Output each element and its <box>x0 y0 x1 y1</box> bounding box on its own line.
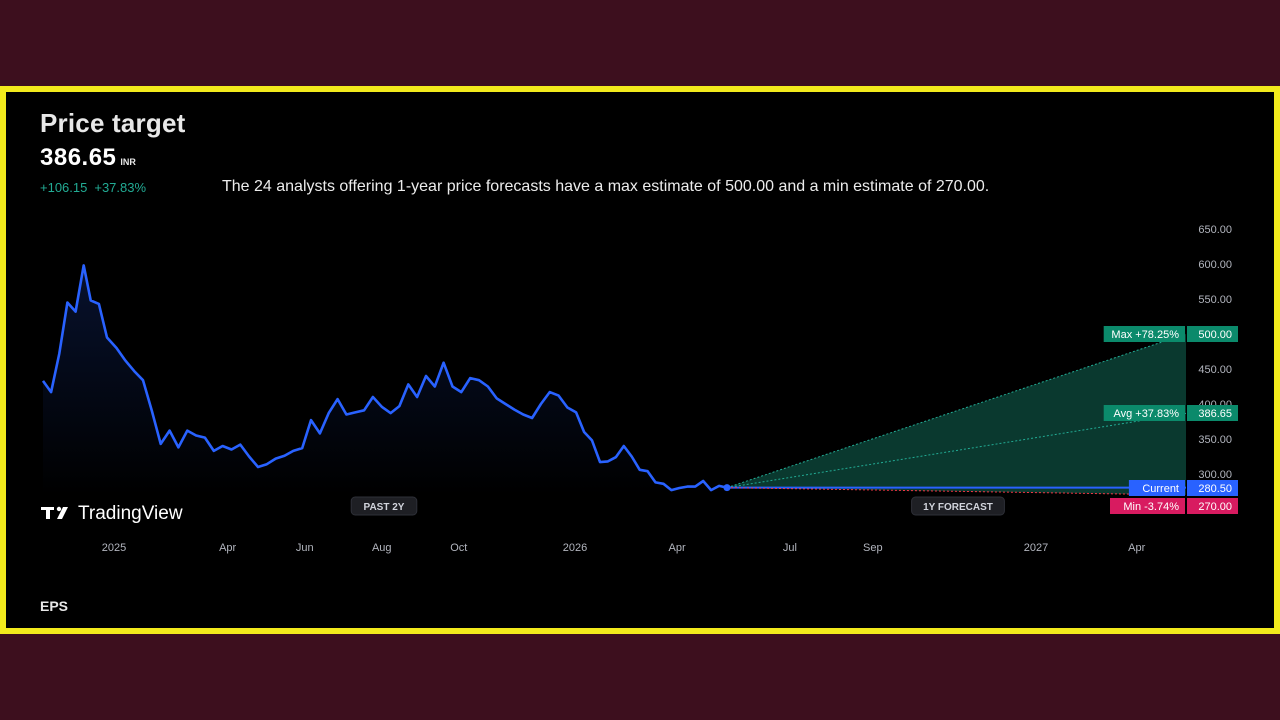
avg-label-box <box>1103 405 1185 421</box>
max-value-box <box>1187 326 1238 342</box>
current-value: 280.50 <box>1198 483 1232 495</box>
history-price-line <box>41 264 728 492</box>
avg-value-box <box>1187 405 1238 421</box>
forecast-avg-line <box>726 412 1187 489</box>
forecast-range-area <box>727 334 1186 495</box>
avg-label: Avg +37.83% <box>1113 408 1179 420</box>
y-tick-label: 650.00 <box>1198 224 1232 236</box>
eps-section-label[interactable]: EPS <box>40 598 69 614</box>
y-tick-label: 600.00 <box>1198 259 1232 271</box>
panel-title: Price target <box>40 108 186 138</box>
y-tick-label: 550.00 <box>1198 294 1232 306</box>
x-tick-label: 2026 <box>563 542 587 554</box>
forecast-period-label: 1Y FORECAST <box>923 502 993 513</box>
y-tick-label: 350.00 <box>1198 434 1232 446</box>
min-label-box <box>1110 498 1185 514</box>
current-label: Current <box>1142 483 1179 495</box>
min-value: 270.00 <box>1198 501 1232 513</box>
past-period-label-pill <box>350 496 418 516</box>
y-tick-label: 300.00 <box>1198 469 1232 481</box>
tradingview-logo[interactable]: TradingView <box>41 503 183 524</box>
max-label-box <box>1103 326 1185 342</box>
tradingview-mark-icon <box>41 507 54 519</box>
x-tick-label: Jul <box>783 542 797 554</box>
max-value: 500.00 <box>1198 329 1232 341</box>
current-price-marker <box>723 484 731 492</box>
analyst-summary: The 24 analysts offering 1-year price fo… <box>222 178 990 195</box>
target-price: 386.65 <box>40 144 117 171</box>
min-value-box <box>1187 498 1238 514</box>
x-tick-label: Apr <box>219 542 236 554</box>
avg-value: 386.65 <box>1198 408 1232 420</box>
history-area <box>43 265 727 495</box>
x-tick-label: 2025 <box>102 542 126 554</box>
forecast-max-line <box>726 333 1187 489</box>
price-target-panel: Price target 386.65 INR +106.15 +37.83% Th… <box>0 86 1280 634</box>
x-tick-label: Aug <box>372 542 392 554</box>
x-tick-label: Jun <box>296 542 314 554</box>
price-change: +106.15 +37.83% <box>40 180 146 195</box>
x-tick-label: 2027 <box>1024 542 1048 554</box>
current-value-box <box>1187 480 1238 496</box>
max-label: Max +78.25% <box>1111 329 1179 341</box>
x-tick-label: Apr <box>1128 542 1145 554</box>
x-tick-label: Oct <box>450 542 467 554</box>
past-period-label: PAST 2Y <box>364 502 405 513</box>
x-tick-label: Sep <box>863 542 883 554</box>
currency-label: INR <box>120 157 136 167</box>
forecast-min-line <box>726 487 1187 496</box>
change-absolute: +106.15 <box>40 180 88 195</box>
min-label: Min -3.74% <box>1123 501 1179 513</box>
tradingview-mark-slash <box>57 507 68 519</box>
change-percent: +37.83% <box>94 180 147 195</box>
x-tick-label: Apr <box>669 542 686 554</box>
tradingview-wordmark: TradingView <box>78 503 183 524</box>
tradingview-mark-dot <box>56 506 62 512</box>
forecast-period-label-pill <box>911 496 1005 516</box>
current-label-box <box>1128 480 1185 496</box>
price-row: 386.65 INR <box>40 144 136 172</box>
y-tick-label: 450.00 <box>1198 364 1232 376</box>
